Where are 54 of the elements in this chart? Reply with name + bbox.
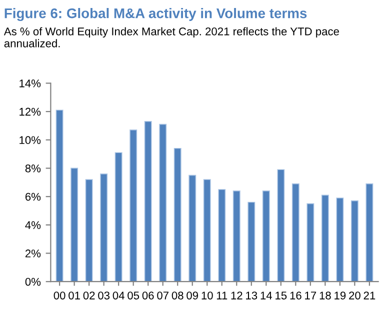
bar [85, 179, 93, 282]
bar [100, 173, 108, 282]
bar [203, 179, 211, 282]
x-tick-label: 13 [246, 292, 258, 300]
bar [248, 202, 256, 282]
bar [70, 168, 78, 282]
bar [336, 198, 344, 282]
bar [218, 189, 226, 282]
x-tick-label: 07 [157, 292, 168, 300]
bar [56, 110, 64, 282]
x-tick-label: 09 [186, 292, 198, 300]
y-tick-label: 12% [20, 108, 41, 116]
x-tick-label: 18 [320, 292, 331, 300]
bar [130, 130, 138, 282]
bar [292, 183, 300, 282]
x-tick-label: 03 [98, 292, 110, 300]
x-tick-label: 02 [83, 292, 95, 300]
x-tick-label: 08 [172, 292, 184, 300]
bar [188, 174, 196, 282]
x-tick-label: 21 [364, 292, 376, 300]
x-tick-label: 10 [202, 292, 213, 300]
chart-title: Figure 6: Global M&A activity in Volume terms [4, 8, 307, 22]
bar [277, 169, 285, 282]
x-tick-label: 05 [128, 292, 140, 300]
bar [350, 200, 358, 282]
bar [144, 121, 152, 282]
chart-subtitle: As % of World Equity Index Market Cap. 2021 reflects the YTD pace annualized. [4, 27, 339, 48]
y-tick-label: 10% [20, 136, 41, 144]
bar [262, 190, 270, 282]
y-tick-label: 14% [20, 80, 41, 88]
bar [232, 190, 240, 282]
x-tick-label: 12 [231, 292, 242, 300]
x-tick-label: 15 [276, 292, 287, 300]
bar [306, 203, 314, 282]
bar [114, 152, 122, 282]
y-tick-label: 0% [25, 278, 41, 286]
x-tick-label: 14 [260, 292, 272, 300]
x-tick-label: 00 [54, 292, 66, 300]
x-tick-label: 01 [68, 292, 80, 300]
bar [174, 148, 182, 282]
bar [366, 183, 374, 282]
x-tick-label: 19 [334, 292, 346, 300]
y-tick-label: 8% [25, 164, 41, 172]
x-tick-label: 11 [216, 292, 228, 300]
x-tick-label: 04 [112, 292, 124, 300]
y-tick-label: 6% [25, 192, 41, 201]
bar [321, 194, 329, 282]
y-tick-label: 2% [25, 250, 41, 258]
x-tick-label: 06 [142, 292, 154, 300]
bar [159, 124, 167, 282]
x-tick-label: 17 [305, 292, 316, 300]
y-tick-label: 4% [25, 221, 41, 230]
x-tick-label: 16 [290, 292, 302, 300]
x-tick-label: 20 [349, 292, 360, 300]
